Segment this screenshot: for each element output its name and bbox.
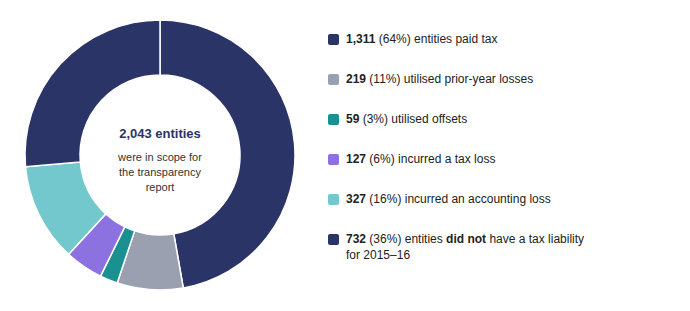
- slice: [26, 162, 106, 254]
- label-text: incurred a tax loss: [395, 152, 496, 166]
- slices: [25, 20, 295, 290]
- label-swatch: [328, 74, 339, 85]
- label-text: have a tax liability: [486, 232, 584, 246]
- label-swatch: [328, 154, 339, 165]
- label-text: utilised offsets: [388, 112, 467, 126]
- label-share: (16%): [366, 192, 401, 206]
- chart-container: 2,043 entities were in scope for the trans…: [0, 0, 690, 311]
- label-highlight: did not: [446, 232, 486, 246]
- label-value: 732: [346, 232, 366, 246]
- label-value: 127: [346, 152, 366, 166]
- label-share: (36%): [366, 232, 401, 246]
- slice-label: 219 (11%) utilised prior-year losses: [346, 72, 533, 86]
- label-value: 59: [346, 112, 360, 126]
- center-total: 2,043 entities: [119, 126, 201, 141]
- label-swatch: [328, 34, 339, 45]
- label-swatch: [328, 234, 339, 245]
- slice-label: 59 (3%) utilised offsets: [346, 112, 467, 126]
- slice-label: 327 (16%) incurred an accounting loss: [346, 192, 551, 206]
- label-share: (11%): [366, 72, 400, 86]
- center-subtitle-line: the transparency: [119, 166, 201, 178]
- label-text: entities: [401, 232, 446, 246]
- slice: [25, 20, 160, 167]
- label-share: (6%): [366, 152, 395, 166]
- label-text: for 2015–16: [346, 248, 410, 262]
- label-value: 219: [346, 72, 366, 86]
- slice-label: 1,311 (64%) entities paid tax: [346, 32, 497, 46]
- label-text: incurred an accounting loss: [401, 192, 550, 206]
- label-text: entities paid tax: [411, 32, 498, 46]
- label-text: utilised prior-year losses: [400, 72, 533, 86]
- center-subtitle-line: report: [146, 181, 175, 193]
- label-share: (64%): [375, 32, 410, 46]
- label-value: 1,311: [346, 32, 376, 46]
- label-share: (3%): [359, 112, 388, 126]
- center-subtitle: were in scope for the transparency report: [117, 151, 202, 193]
- label-value: 327: [346, 192, 366, 206]
- label-swatch: [328, 114, 339, 125]
- slice-label: 732 (36%) entities did not have a tax li…: [346, 232, 584, 262]
- center-subtitle-line: were in scope for: [117, 151, 202, 163]
- slice-label: 127 (6%) incurred a tax loss: [346, 152, 495, 166]
- chart: 2,043 entities were in scope for the trans…: [0, 0, 690, 311]
- label-swatch: [328, 194, 339, 205]
- labels: 1,311 (64%) entities paid tax 219 (11%) u…: [328, 32, 584, 262]
